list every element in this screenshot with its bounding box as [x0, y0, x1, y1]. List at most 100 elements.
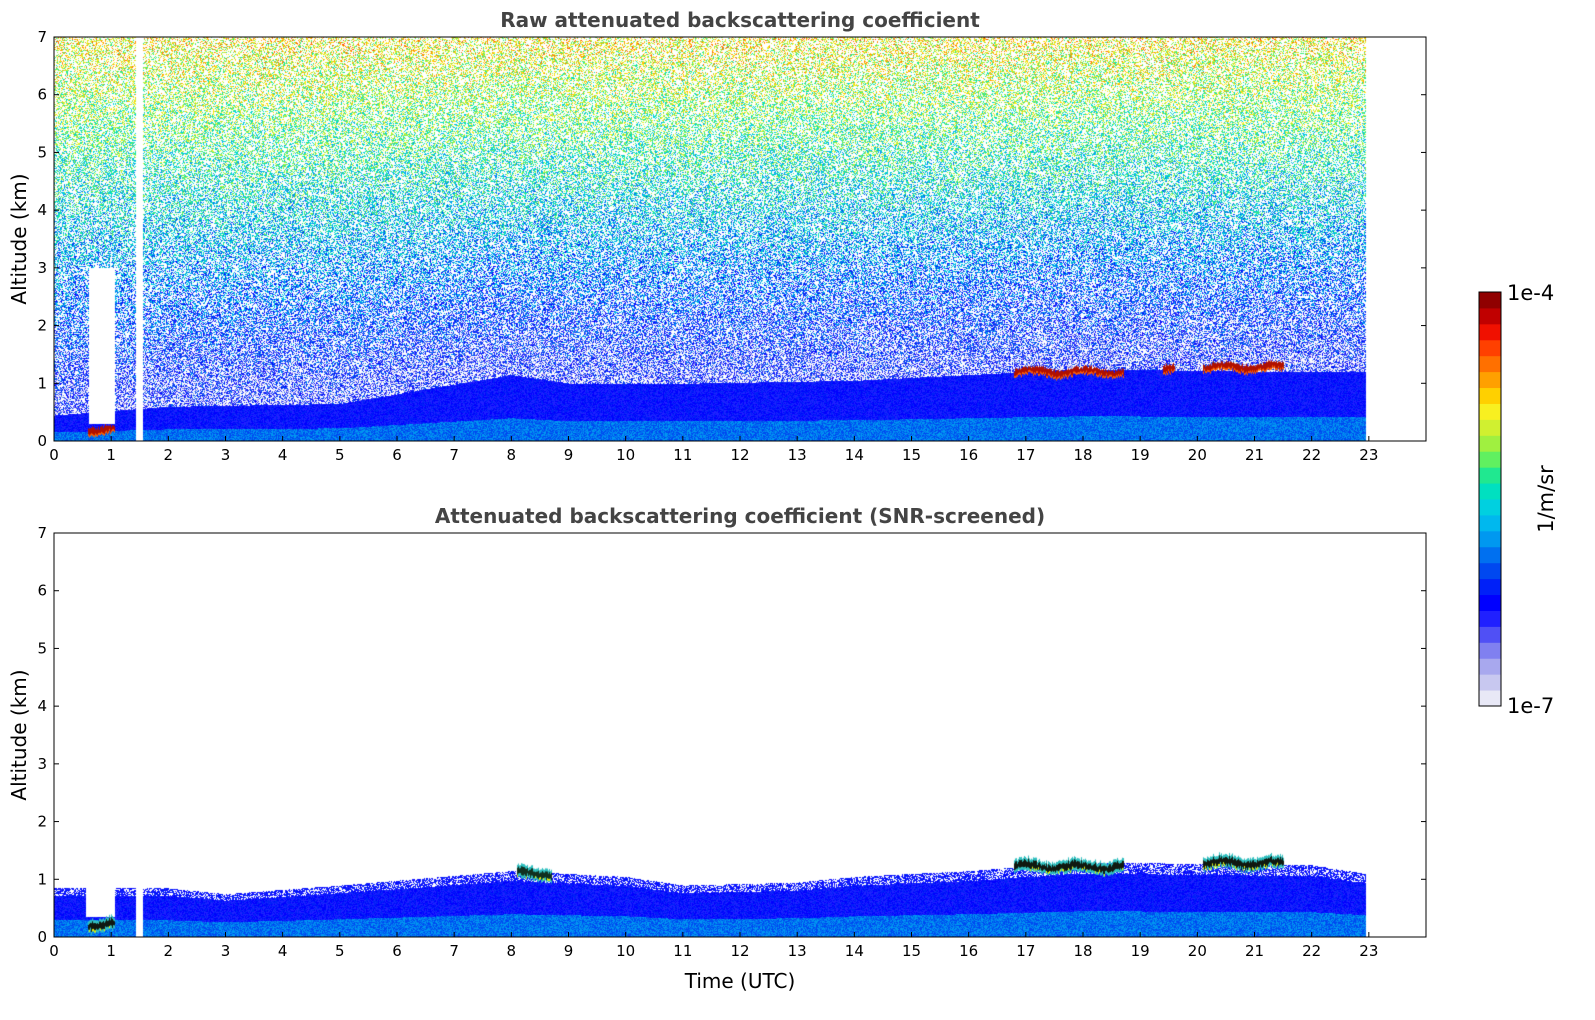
colorbar-step	[1479, 626, 1501, 643]
x-tick-label: 22	[1302, 942, 1321, 960]
colorbar-step	[1479, 451, 1501, 468]
colorbar-max-label: 1e-4	[1507, 281, 1554, 305]
colorbar-step	[1479, 594, 1501, 611]
colorbar-step	[1479, 292, 1501, 309]
x-tick-label: 21	[1245, 942, 1264, 960]
y-tick-label: 3	[37, 259, 47, 277]
x-tick-label: 10	[616, 942, 635, 960]
y-tick-label: 0	[37, 928, 47, 946]
x-tick-label: 0	[49, 446, 59, 464]
y-tick-label: 4	[37, 201, 47, 219]
x-tick-label: 12	[730, 446, 749, 464]
colorbar-step	[1479, 530, 1501, 548]
x-tick-label: 20	[1188, 446, 1207, 464]
colorbar-step	[1479, 307, 1501, 325]
panel-title: Attenuated backscattering coefficient (S…	[435, 504, 1045, 528]
x-tick-label: 11	[673, 942, 692, 960]
x-tick-label: 6	[392, 942, 402, 960]
y-tick-label: 2	[37, 317, 47, 335]
x-tick-label: 14	[845, 942, 864, 960]
y-tick-label: 3	[37, 755, 47, 773]
colorbar: 1e-4 1e-7 1/m/sr	[1478, 281, 1558, 718]
x-tick-label: 14	[845, 446, 864, 464]
x-tick-label: 23	[1359, 942, 1378, 960]
colorbar-step	[1479, 483, 1501, 500]
colorbar-frame	[1478, 291, 1502, 707]
x-tick-label: 21	[1245, 446, 1264, 464]
colorbar-step	[1479, 546, 1501, 564]
colorbar-step	[1479, 499, 1501, 516]
y-tick-label: 7	[37, 524, 47, 542]
heatmap-raw	[54, 37, 1426, 441]
colorbar-step	[1479, 467, 1501, 484]
x-tick-label: 18	[1073, 446, 1092, 464]
colorbar-step	[1479, 403, 1501, 420]
x-tick-label: 1	[106, 942, 116, 960]
x-tick-label: 3	[221, 446, 231, 464]
x-tick-label: 13	[788, 446, 807, 464]
x-tick-label: 9	[564, 942, 574, 960]
colorbar-step	[1479, 387, 1501, 404]
panel-title: Raw attenuated backscattering coefficien…	[500, 8, 980, 32]
colorbar-step	[1479, 674, 1501, 691]
colorbar-step	[1479, 514, 1501, 532]
x-tick-label: 10	[616, 446, 635, 464]
x-tick-label: 5	[335, 942, 345, 960]
y-axis-label: Altitude (km)	[7, 669, 31, 800]
panel-raw: Raw attenuated backscattering coefficien…	[7, 8, 1427, 464]
colorbar-step	[1479, 642, 1501, 659]
x-tick-label: 0	[49, 942, 59, 960]
x-tick-label: 5	[335, 446, 345, 464]
x-tick-label: 15	[902, 446, 921, 464]
x-tick-label: 15	[902, 942, 921, 960]
y-tick-label: 7	[37, 28, 47, 46]
y-tick-label: 6	[37, 582, 47, 600]
x-tick-label: 1	[106, 446, 116, 464]
colorbar-step	[1479, 371, 1501, 389]
y-tick-label: 6	[37, 86, 47, 104]
x-tick-label: 7	[449, 446, 459, 464]
x-tick-label: 22	[1302, 446, 1321, 464]
x-tick-label: 20	[1188, 942, 1207, 960]
colorbar-step	[1479, 610, 1501, 627]
y-tick-label: 5	[37, 143, 47, 161]
x-tick-label: 2	[164, 942, 174, 960]
y-tick-label: 1	[37, 374, 47, 392]
x-tick-label: 3	[221, 942, 231, 960]
x-tick-label: 23	[1359, 446, 1378, 464]
x-tick-label: 12	[730, 942, 749, 960]
x-tick-label: 13	[788, 942, 807, 960]
x-axis-label: Time (UTC)	[684, 969, 796, 993]
x-tick-label: 2	[164, 446, 174, 464]
colorbar-step	[1479, 658, 1501, 675]
x-tick-label: 16	[959, 942, 978, 960]
x-tick-label: 8	[507, 446, 517, 464]
y-tick-label: 5	[37, 639, 47, 657]
heatmap-screened	[54, 533, 1426, 937]
x-tick-label: 11	[673, 446, 692, 464]
y-tick-label: 4	[37, 697, 47, 715]
colorbar-label: 1/m/sr	[1534, 465, 1558, 533]
colorbar-step	[1479, 419, 1501, 436]
y-tick-label: 0	[37, 432, 47, 450]
panel-snr-screened: Attenuated backscattering coefficient (S…	[7, 504, 1427, 993]
x-tick-label: 18	[1073, 942, 1092, 960]
colorbar-step	[1479, 355, 1501, 373]
x-tick-label: 4	[278, 942, 288, 960]
x-tick-label: 7	[449, 942, 459, 960]
x-tick-label: 17	[1016, 446, 1035, 464]
x-tick-label: 9	[564, 446, 574, 464]
y-tick-label: 2	[37, 813, 47, 831]
x-tick-label: 8	[507, 942, 517, 960]
x-tick-label: 19	[1131, 446, 1150, 464]
x-tick-label: 16	[959, 446, 978, 464]
colorbar-step	[1479, 323, 1501, 341]
colorbar-step	[1479, 578, 1501, 596]
colorbar-min-label: 1e-7	[1507, 694, 1554, 718]
x-tick-label: 4	[278, 446, 288, 464]
x-tick-label: 17	[1016, 942, 1035, 960]
colorbar-step	[1479, 690, 1501, 707]
colorbar-step	[1479, 435, 1501, 452]
x-tick-label: 19	[1131, 942, 1150, 960]
